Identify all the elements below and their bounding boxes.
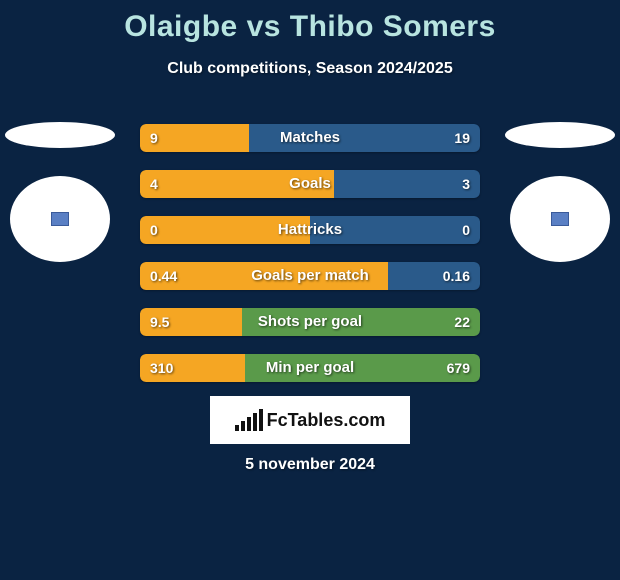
stats-bars-container: 919Matches 43Goals 00Hattricks 0.440.16Goal… <box>140 124 480 400</box>
stat-bar: 9.522Shots per goal <box>140 308 480 336</box>
right-player-flag-icon <box>551 212 569 226</box>
left-player-decor <box>5 122 115 262</box>
left-player-photo-placeholder <box>5 122 115 148</box>
stat-bar: 0.440.16Goals per match <box>140 262 480 290</box>
stat-label: Goals per match <box>140 262 480 290</box>
stat-label: Matches <box>140 124 480 152</box>
right-player-decor <box>505 122 615 262</box>
stat-label: Min per goal <box>140 354 480 382</box>
left-player-flag-icon <box>51 212 69 226</box>
stat-bar: 43Goals <box>140 170 480 198</box>
right-player-photo-placeholder <box>505 122 615 148</box>
stat-bar: 00Hattricks <box>140 216 480 244</box>
stat-bar: 919Matches <box>140 124 480 152</box>
comparison-title: Olaigbe vs Thibo Somers <box>0 0 620 44</box>
comparison-date: 5 november 2024 <box>0 456 620 474</box>
fctables-logo: FcTables.com <box>210 396 410 444</box>
stat-label: Hattricks <box>140 216 480 244</box>
stat-bar: 310679Min per goal <box>140 354 480 382</box>
stat-label: Goals <box>140 170 480 198</box>
logo-bars-icon <box>235 409 263 431</box>
left-player-badge-circle <box>10 176 110 262</box>
right-player-badge-circle <box>510 176 610 262</box>
stat-label: Shots per goal <box>140 308 480 336</box>
logo-text: FcTables.com <box>267 410 386 431</box>
comparison-subtitle: Club competitions, Season 2024/2025 <box>0 60 620 78</box>
